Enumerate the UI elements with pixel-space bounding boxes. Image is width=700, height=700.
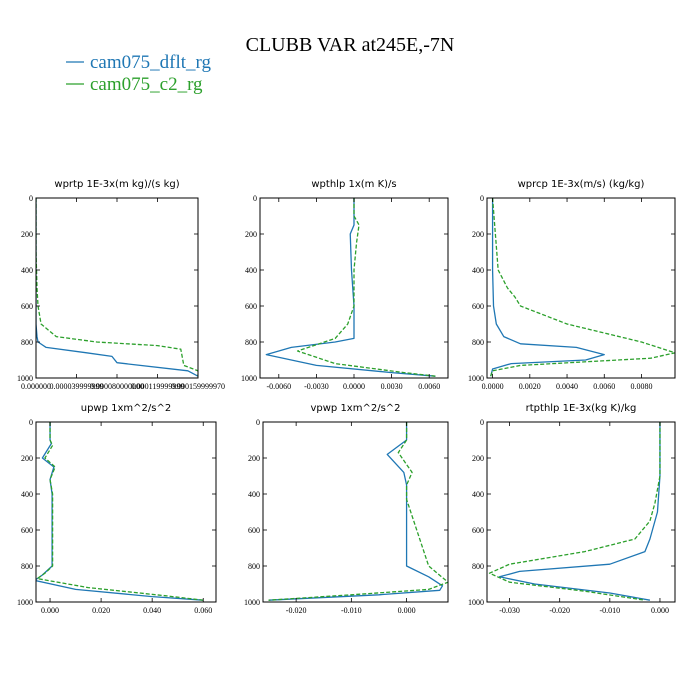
x-tick-label: 0.000000 (21, 382, 51, 391)
x-tick-label: 0.020 (92, 606, 110, 615)
y-tick-label: 0 (480, 418, 484, 427)
y-tick-label: 200 (245, 230, 257, 239)
x-tick-label: 0.0060 (593, 382, 615, 391)
x-tick-label: 0.040 (143, 606, 161, 615)
plot-frame (486, 197, 676, 379)
y-tick-label: 0 (29, 194, 33, 203)
y-tick-label: 1000 (468, 598, 484, 607)
legend-label-dflt: cam075_dflt_rg (90, 52, 212, 73)
x-tick-label: -0.010 (599, 606, 620, 615)
chart-panel-6: rtpthlp 1E-3x(kg K)/kg 0 200 400 600 800 1000 -… (468, 403, 676, 615)
plot-frame (35, 421, 217, 603)
series-line-dflt (36, 198, 198, 377)
series-line-dflt (268, 422, 444, 601)
y-tick-label: 400 (21, 266, 33, 275)
y-tick-label: 800 (21, 562, 33, 571)
y-tick-label: 200 (21, 230, 33, 239)
y-tick-label: 600 (21, 302, 33, 311)
series-line-dflt (490, 198, 605, 377)
y-tick-label: 800 (248, 562, 260, 571)
x-tick-label: -0.030 (499, 606, 520, 615)
chart-panel-4: upwp 1xm^2/s^2 0 200 400 600 800 1000 0.000 0.02… (17, 403, 217, 615)
series-line-c2 (268, 422, 448, 601)
y-tick-label: 0 (29, 418, 33, 427)
x-tick-label: 0.000 (398, 606, 416, 615)
y-tick-label: 0 (253, 194, 257, 203)
y-tick-label: 1000 (17, 374, 33, 383)
x-tick-label: 0.000 (651, 606, 669, 615)
x-tick-label: -0.020 (549, 606, 570, 615)
x-tick-label: 0.000119999999 (131, 382, 185, 391)
panel-grid: wprtp 1E-3x(m kg)/(s kg) 0 200 400 600 800 100… (17, 179, 676, 615)
y-tick-label: 400 (21, 490, 33, 499)
x-tick-label: 0.0060 (418, 382, 440, 391)
x-tick-label: -0.020 (286, 606, 307, 615)
panel-title: wprcp 1E-3x(m/s) (kg/kg) (518, 179, 645, 190)
panel-title: wprtp 1E-3x(m kg)/(s kg) (54, 179, 179, 190)
x-tick-label: 0.000159999970 (171, 382, 225, 391)
series-line-c2 (36, 198, 198, 377)
x-tick-label: 0.060 (194, 606, 212, 615)
y-tick-label: 400 (245, 266, 257, 275)
chart-panel-1: wprtp 1E-3x(m kg)/(s kg) 0 200 400 600 800 100… (17, 179, 225, 391)
series-line-c2 (36, 422, 204, 601)
y-tick-label: 800 (21, 338, 33, 347)
plot-frame (262, 421, 449, 603)
y-tick-label: 400 (248, 490, 260, 499)
x-tick-label: 0.0020 (519, 382, 541, 391)
y-tick-label: 200 (472, 230, 484, 239)
x-tick-label: 0.000080000000 (90, 382, 144, 391)
y-tick-label: 800 (472, 338, 484, 347)
y-tick-label: 800 (472, 562, 484, 571)
y-tick-label: 200 (21, 454, 33, 463)
x-tick-label: 0.0000 (482, 382, 504, 391)
y-tick-label: 1000 (241, 374, 257, 383)
y-tick-label: 600 (472, 302, 484, 311)
x-tick-label: 0.000 (41, 606, 59, 615)
y-tick-label: 400 (472, 266, 484, 275)
x-tick-label: -0.0030 (304, 382, 329, 391)
y-tick-label: 600 (472, 526, 484, 535)
chart-panel-5: vpwp 1xm^2/s^2 0 200 400 600 800 1000 -0.020 -0.… (244, 403, 449, 615)
legend-label-c2: cam075_c2_rg (90, 74, 203, 95)
x-tick-label: 0.0000 (343, 382, 365, 391)
series-line-c2 (296, 198, 436, 377)
y-tick-label: 400 (472, 490, 484, 499)
figure-title: CLUBB VAR at245E,-7N (246, 34, 455, 56)
y-tick-label: 200 (248, 454, 260, 463)
series-line-dflt (498, 422, 661, 601)
series-line-c2 (488, 422, 661, 601)
legend: cam075_dflt_rg cam075_c2_rg (66, 52, 212, 95)
y-tick-label: 600 (245, 302, 257, 311)
chart-panel-2: wpthlp 1x(m K)/s 0 200 400 600 800 1000 -0.0060… (241, 179, 449, 391)
series-line-dflt (36, 422, 204, 601)
y-tick-label: 200 (472, 454, 484, 463)
plot-frame (486, 421, 676, 603)
panel-title: vpwp 1xm^2/s^2 (310, 403, 400, 414)
y-tick-label: 800 (245, 338, 257, 347)
x-tick-label: 0.0040 (556, 382, 578, 391)
x-tick-label: -0.0060 (266, 382, 291, 391)
plot-frame (35, 197, 199, 379)
x-tick-label: -0.010 (341, 606, 362, 615)
y-tick-label: 0 (480, 194, 484, 203)
y-tick-label: 1000 (17, 598, 33, 607)
y-tick-label: 0 (256, 418, 260, 427)
panel-title: upwp 1xm^2/s^2 (81, 403, 171, 414)
chart-panel-3: wprcp 1E-3x(m/s) (kg/kg) 0 200 400 600 800 100… (468, 179, 676, 391)
y-tick-label: 600 (21, 526, 33, 535)
x-tick-label: 0.0030 (381, 382, 403, 391)
y-tick-label: 600 (248, 526, 260, 535)
y-tick-label: 1000 (244, 598, 260, 607)
series-line-dflt (265, 198, 436, 377)
panel-title: wpthlp 1x(m K)/s (311, 179, 396, 190)
y-tick-label: 1000 (468, 374, 484, 383)
x-tick-label: 0.000039999999 (50, 382, 104, 391)
panel-title: rtpthlp 1E-3x(kg K)/kg (526, 403, 637, 414)
x-tick-label: 0.0080 (630, 382, 652, 391)
